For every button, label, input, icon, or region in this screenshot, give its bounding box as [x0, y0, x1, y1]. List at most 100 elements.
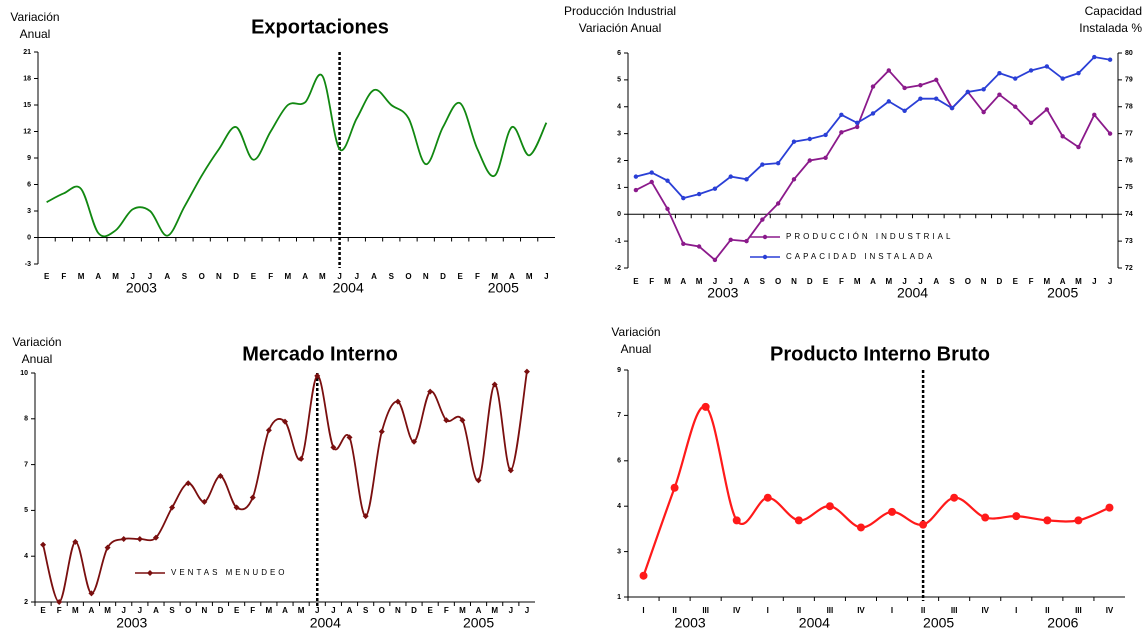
- point: [681, 195, 686, 201]
- y-axis-label: Producción Industrial: [564, 4, 676, 18]
- point: [265, 427, 272, 434]
- year-label: 2004: [333, 280, 364, 296]
- point: [282, 418, 288, 425]
- chart-title: Producto Interno Bruto: [770, 343, 990, 365]
- x-tick-label: A: [1060, 277, 1066, 286]
- point: [1043, 516, 1052, 525]
- x-tick-label: A: [509, 272, 515, 281]
- point: [919, 520, 928, 529]
- x-tick-label: F: [61, 272, 66, 281]
- x-tick-label: M: [78, 272, 85, 281]
- point: [839, 130, 844, 135]
- point: [120, 536, 127, 543]
- point: [854, 120, 860, 126]
- x-tick-label: M: [1044, 277, 1051, 286]
- x-tick-label: A: [371, 272, 377, 281]
- y-tick-label: 9: [617, 367, 621, 374]
- x-tick-label: A: [744, 277, 750, 286]
- x-tick-label: A: [302, 272, 308, 281]
- y-axis-label: Anual: [20, 27, 51, 41]
- point: [870, 84, 876, 89]
- point: [760, 162, 765, 167]
- y2-axis-label: Instalada %: [1079, 21, 1142, 35]
- x-tick-label: A: [89, 606, 95, 615]
- point: [330, 444, 337, 451]
- x-tick-label: N: [201, 606, 207, 615]
- x-tick-label: D: [807, 277, 813, 286]
- x-tick-label: O: [379, 606, 385, 615]
- x-tick-label: M: [319, 272, 326, 281]
- x-tick-label: M: [285, 272, 292, 281]
- x-tick-label: III: [827, 606, 834, 615]
- x-tick-label: O: [405, 272, 411, 281]
- x-tick-label: D: [233, 272, 239, 281]
- y-tick-label: 4: [24, 553, 28, 560]
- year-label: 2003: [707, 285, 738, 301]
- point: [40, 541, 47, 548]
- point: [886, 99, 892, 104]
- y-tick-label: 4: [617, 104, 621, 111]
- legend-label: VENTAS MENUDEO: [171, 568, 288, 577]
- x-tick-label: J: [1108, 277, 1112, 286]
- legend-label: PRODUCCIÓN INDUSTRIAL: [786, 232, 953, 241]
- x-tick-label: N: [791, 277, 797, 286]
- x-tick-label: J: [131, 272, 135, 281]
- point: [1076, 144, 1081, 150]
- y-tick-label: 3: [27, 208, 31, 215]
- y-tick-label: 7: [24, 461, 28, 468]
- x-tick-label: D: [997, 277, 1003, 286]
- point: [378, 428, 385, 435]
- y-axis-label: Anual: [621, 342, 652, 356]
- point: [72, 538, 79, 545]
- point: [1013, 76, 1018, 81]
- point: [794, 516, 803, 525]
- x-tick-label: O: [775, 277, 781, 286]
- point: [633, 174, 639, 179]
- point: [1028, 68, 1034, 73]
- x-tick-label: M: [696, 277, 703, 286]
- point: [744, 177, 749, 182]
- y-tick-label: 1: [617, 184, 621, 191]
- point: [965, 89, 971, 95]
- point: [1044, 107, 1050, 112]
- x-tick-label: IV: [857, 606, 865, 615]
- x-tick-label: A: [680, 277, 686, 286]
- point: [459, 417, 466, 424]
- y-tick-label: 12: [23, 128, 31, 135]
- series-line: [635, 56, 1111, 200]
- x-tick-label: N: [395, 606, 401, 615]
- point: [523, 368, 530, 375]
- point: [981, 109, 986, 115]
- x-tick-label: A: [476, 606, 482, 615]
- x-tick-label: N: [981, 277, 987, 286]
- point: [665, 178, 670, 183]
- x-tick-label: IV: [981, 606, 989, 615]
- x-tick-label: J: [355, 272, 359, 281]
- x-tick-label: E: [40, 606, 46, 615]
- point: [1107, 57, 1113, 62]
- point: [104, 544, 111, 551]
- point: [807, 158, 812, 163]
- point: [870, 111, 876, 116]
- point: [950, 493, 959, 502]
- y-tick-label: 21: [23, 49, 31, 56]
- y-axis-label: Variación: [611, 325, 660, 339]
- x-tick-label: III: [1075, 606, 1082, 615]
- year-label: 2004: [310, 615, 341, 631]
- y-tick-label: 6: [617, 50, 621, 57]
- x-tick-label: S: [363, 606, 369, 615]
- point: [728, 174, 733, 179]
- x-tick-label: D: [411, 606, 417, 615]
- x-tick-label: I: [767, 606, 769, 615]
- x-tick-label: F: [475, 272, 480, 281]
- y2-tick-label: 72: [1125, 265, 1133, 272]
- x-tick-label: J: [148, 272, 152, 281]
- y2-axis-label: Capacidad: [1085, 4, 1142, 18]
- point: [233, 504, 240, 511]
- point: [997, 70, 1002, 76]
- point: [732, 516, 741, 525]
- x-tick-label: A: [164, 272, 170, 281]
- year-label: 2005: [923, 615, 954, 631]
- point: [201, 498, 208, 505]
- point: [791, 177, 797, 182]
